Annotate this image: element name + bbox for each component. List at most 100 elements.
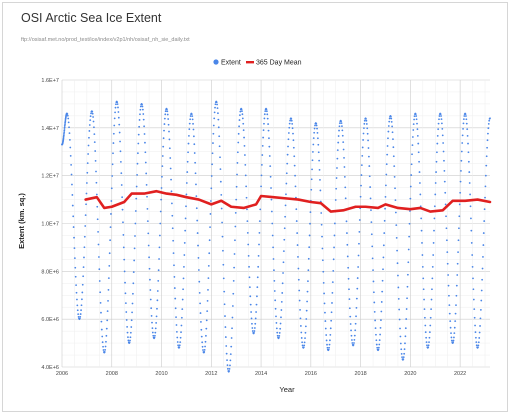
extent-point bbox=[136, 162, 139, 165]
extent-point bbox=[431, 265, 434, 268]
extent-point bbox=[441, 127, 444, 130]
extent-point bbox=[143, 125, 146, 128]
extent-point bbox=[95, 170, 97, 173]
extent-point bbox=[272, 258, 275, 260]
extent-point bbox=[302, 346, 305, 349]
extent-point bbox=[319, 178, 321, 181]
extent-point bbox=[427, 346, 430, 349]
extent-point bbox=[221, 235, 224, 238]
extent-point bbox=[104, 345, 107, 348]
extent-point bbox=[318, 159, 321, 162]
extent-point bbox=[193, 143, 196, 146]
extent-point bbox=[83, 256, 85, 259]
extent-point bbox=[235, 185, 238, 188]
extent-point bbox=[430, 298, 433, 301]
extent-point bbox=[109, 226, 112, 228]
extent-point bbox=[357, 266, 360, 268]
extent-point bbox=[291, 127, 294, 130]
extent-point bbox=[141, 108, 144, 111]
extent-point bbox=[101, 335, 104, 338]
extent-point bbox=[68, 132, 71, 135]
extent-point bbox=[125, 311, 128, 313]
extent-point bbox=[310, 188, 313, 191]
extent-point bbox=[293, 155, 296, 158]
extent-point bbox=[382, 268, 384, 271]
extent-point bbox=[301, 344, 304, 347]
extent-point bbox=[427, 344, 430, 347]
extent-point bbox=[379, 326, 382, 329]
extent-point bbox=[192, 135, 195, 138]
extent-point bbox=[375, 343, 378, 346]
extent-point bbox=[327, 348, 330, 351]
extent-point bbox=[101, 341, 104, 344]
extent-point bbox=[374, 319, 377, 322]
extent-point bbox=[419, 182, 421, 184]
extent-point bbox=[321, 247, 324, 250]
extent-point bbox=[88, 124, 91, 126]
extent-point bbox=[308, 234, 311, 237]
extent-point bbox=[83, 235, 86, 238]
extent-point bbox=[396, 249, 398, 252]
extent-point bbox=[212, 132, 215, 135]
extent-point bbox=[387, 130, 390, 133]
extent-point bbox=[349, 315, 352, 318]
extent-point bbox=[472, 277, 474, 280]
extent-point bbox=[336, 167, 338, 169]
extent-point bbox=[72, 226, 75, 228]
extent-point bbox=[434, 193, 437, 196]
extent-point bbox=[131, 302, 134, 305]
extent-point bbox=[299, 308, 301, 311]
extent-point bbox=[385, 184, 387, 187]
extent-point bbox=[377, 348, 380, 351]
extent-point bbox=[128, 341, 131, 344]
extent-point bbox=[199, 302, 202, 305]
extent-point bbox=[246, 231, 249, 234]
extent-point bbox=[218, 145, 221, 148]
extent-point bbox=[98, 268, 101, 271]
extent-point bbox=[195, 195, 198, 198]
extent-point bbox=[304, 337, 306, 340]
extent-point bbox=[406, 285, 409, 288]
extent-point bbox=[82, 275, 85, 278]
extent-point bbox=[283, 238, 286, 241]
extent-point bbox=[231, 327, 233, 330]
extent-point bbox=[403, 352, 406, 355]
extent-point bbox=[63, 129, 66, 132]
extent-point bbox=[253, 332, 255, 334]
extent-point bbox=[239, 114, 241, 117]
extent-point bbox=[381, 290, 384, 293]
extent-point bbox=[63, 128, 66, 130]
extent-point bbox=[275, 327, 278, 330]
extent-point bbox=[159, 210, 162, 213]
extent-point bbox=[441, 134, 444, 137]
extent-point bbox=[447, 274, 450, 276]
extent-point bbox=[81, 291, 84, 294]
extent-point bbox=[435, 171, 437, 173]
extent-point bbox=[487, 127, 490, 130]
extent-point bbox=[295, 220, 298, 222]
extent-point bbox=[156, 299, 159, 302]
extent-point bbox=[436, 134, 439, 137]
extent-point bbox=[256, 276, 259, 279]
extent-point bbox=[388, 117, 391, 120]
extent-point bbox=[188, 134, 190, 137]
extent-point bbox=[233, 266, 236, 269]
extent-point bbox=[71, 194, 74, 196]
extent-point bbox=[95, 181, 98, 184]
extent-point bbox=[115, 103, 117, 106]
extent-point bbox=[353, 334, 356, 337]
extent-point bbox=[296, 244, 299, 246]
extent-point bbox=[224, 326, 227, 328]
extent-point bbox=[374, 327, 377, 330]
extent-point bbox=[384, 195, 387, 198]
legend-mean-label: 365 Day Mean bbox=[256, 60, 302, 67]
extent-point bbox=[344, 186, 347, 189]
extent-point bbox=[205, 327, 208, 330]
extent-point bbox=[229, 359, 232, 362]
extent-point bbox=[188, 122, 191, 125]
extent-point bbox=[396, 262, 399, 265]
extent-point bbox=[305, 309, 308, 312]
extent-point bbox=[445, 215, 447, 218]
extent-point bbox=[351, 339, 353, 341]
extent-point bbox=[217, 126, 220, 129]
